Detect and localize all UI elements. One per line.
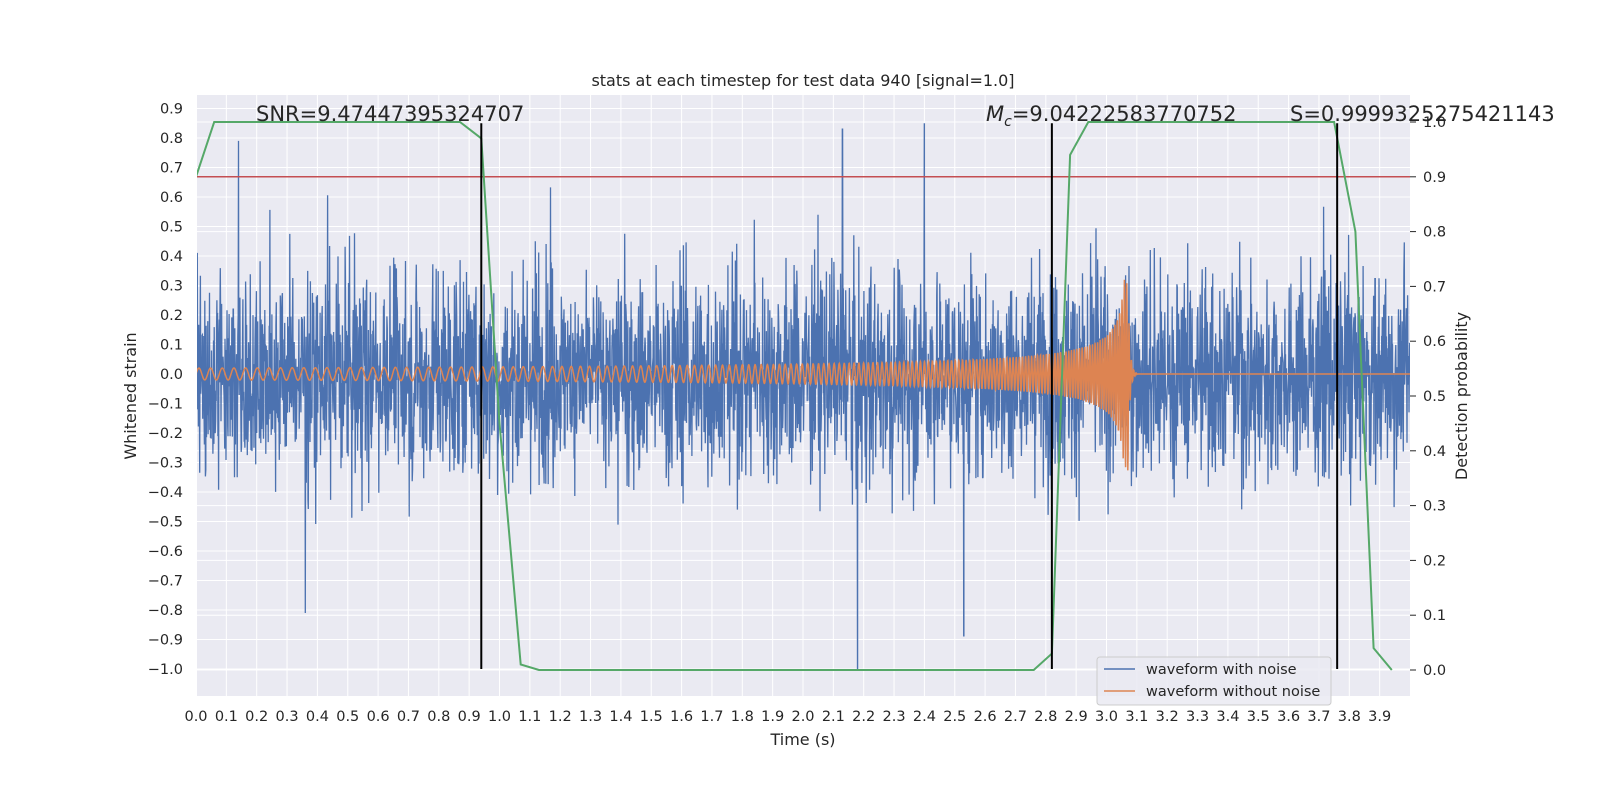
y2-tick-label: 0.3 (1423, 499, 1446, 515)
x-tick-label: 3.6 (1277, 709, 1300, 725)
x-tick-label: 1.4 (609, 709, 632, 725)
y-tick-label: 0.0 (160, 367, 183, 383)
y-tick-label: 0.4 (160, 249, 183, 265)
x-tick-label: 0.7 (397, 709, 420, 725)
y-tick-label: −0.9 (148, 633, 183, 649)
y2-tick-label: 0.6 (1423, 334, 1446, 350)
y-tick-label: 0.8 (160, 131, 183, 147)
y-tick-label: −0.4 (148, 485, 183, 501)
x-tick-label: 1.9 (761, 709, 784, 725)
x-tick-label: 2.4 (913, 709, 936, 725)
y-tick-label: −1.0 (148, 662, 183, 678)
x-tick-label: 3.1 (1125, 709, 1148, 725)
x-tick-label: 1.6 (670, 709, 693, 725)
x-tick-label: 0.9 (458, 709, 481, 725)
chart-title: stats at each timestep for test data 940… (591, 71, 1014, 90)
x-tick-label: 0.0 (184, 709, 207, 725)
y-axis-label: Whitened strain (121, 332, 140, 459)
y-tick-label: −0.6 (148, 544, 183, 560)
y-tick-label: −0.1 (148, 397, 183, 413)
x-tick-label: 3.5 (1247, 709, 1270, 725)
snr-annotation: SNR=9.47447395324707 (256, 102, 524, 126)
y2-tick-label: 0.1 (1423, 608, 1446, 624)
chirp-mass-annotation: Mc=9.04222583770752 (986, 102, 1237, 130)
x-tick-labels: 0.0 0.1 0.2 0.3 0.4 0.5 0.6 0.7 0.8 0.9 1.0 1.1 1.2 1… (184, 709, 1391, 725)
y2-tick-label: 0.5 (1423, 389, 1446, 405)
y-tick-labels: 0.9 0.8 0.7 0.6 0.5 0.4 0.3 0.2 0.1 0.0 −0.1 −0.2 −0… (148, 102, 183, 679)
y2-tick-label: 0.7 (1423, 279, 1446, 295)
y-tick-label: 0.2 (160, 308, 183, 324)
y-tick-label: 0.5 (160, 220, 183, 236)
x-axis-label: Time (s) (769, 730, 835, 749)
x-tick-label: 0.6 (367, 709, 390, 725)
x-tick-label: 2.2 (852, 709, 875, 725)
x-tick-label: 0.5 (336, 709, 359, 725)
x-tick-label: 0.8 (427, 709, 450, 725)
y2-tick-label: 0.9 (1423, 170, 1446, 186)
y-tick-label: 0.9 (160, 102, 183, 118)
x-tick-label: 0.1 (215, 709, 238, 725)
y-tick-label: 0.7 (160, 161, 183, 177)
legend-label-with-noise: waveform with noise (1146, 662, 1297, 678)
y2-tick-label: 0.0 (1423, 663, 1446, 679)
x-tick-label: 1.8 (731, 709, 754, 725)
x-tick-label: 1.2 (549, 709, 572, 725)
y-tick-label: 0.3 (160, 279, 183, 295)
x-tick-label: 1.1 (518, 709, 541, 725)
chirp-mass-value: =9.04222583770752 (1012, 102, 1237, 126)
x-tick-label: 3.2 (1156, 709, 1179, 725)
x-tick-label: 3.9 (1368, 709, 1391, 725)
x-tick-label: 2.7 (1004, 709, 1027, 725)
legend: waveform with noise waveform without noi… (1097, 657, 1331, 705)
x-tick-label: 3.4 (1216, 709, 1239, 725)
x-tick-label: 0.4 (306, 709, 329, 725)
x-tick-label: 2.9 (1065, 709, 1088, 725)
y2-tick-label: 0.2 (1423, 553, 1446, 569)
x-tick-label: 2.6 (974, 709, 997, 725)
x-tick-label: 3.8 (1338, 709, 1361, 725)
x-tick-label: 3.0 (1095, 709, 1118, 725)
y-tick-label: −0.3 (148, 456, 183, 472)
legend-label-without-noise: waveform without noise (1146, 684, 1320, 700)
y-tick-label: −0.2 (148, 426, 183, 442)
x-tick-label: 3.7 (1307, 709, 1330, 725)
x-tick-label: 2.5 (943, 709, 966, 725)
x-tick-label: 1.0 (488, 709, 511, 725)
y-tick-label: 0.6 (160, 190, 183, 206)
x-tick-label: 2.1 (822, 709, 845, 725)
x-tick-label: 0.2 (245, 709, 268, 725)
x-tick-label: 0.3 (276, 709, 299, 725)
x-tick-label: 1.5 (640, 709, 663, 725)
x-tick-label: 2.8 (1034, 709, 1057, 725)
x-tick-label: 2.0 (791, 709, 814, 725)
y-tick-label: −0.5 (148, 515, 183, 531)
y2-tick-labels: 1.00.90.80.70.60.50.40.30.20.10.0 (1410, 115, 1446, 679)
probability-annotation: S=0.9999325275421143 (1290, 102, 1555, 126)
x-tick-label: 1.3 (579, 709, 602, 725)
x-tick-label: 2.3 (883, 709, 906, 725)
y-tick-label: −0.7 (148, 574, 183, 590)
y2-tick-label: 0.4 (1423, 444, 1446, 460)
chirp-mass-symbol: M (986, 102, 1004, 126)
y2-axis-label: Detection probability (1452, 312, 1471, 480)
x-tick-label: 1.7 (700, 709, 723, 725)
x-tick-label: 3.3 (1186, 709, 1209, 725)
y2-tick-label: 0.8 (1423, 225, 1446, 241)
y-tick-label: −0.8 (148, 603, 183, 619)
y-tick-label: 0.1 (160, 338, 183, 354)
